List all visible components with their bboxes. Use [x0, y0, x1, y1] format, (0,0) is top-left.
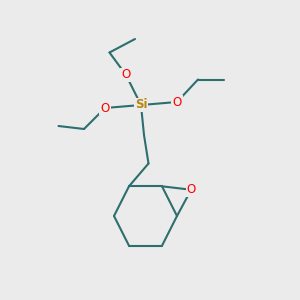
Text: O: O	[187, 183, 196, 196]
Text: O: O	[172, 95, 182, 109]
Text: Si: Si	[135, 98, 147, 112]
Text: O: O	[122, 68, 130, 82]
Text: O: O	[100, 101, 109, 115]
